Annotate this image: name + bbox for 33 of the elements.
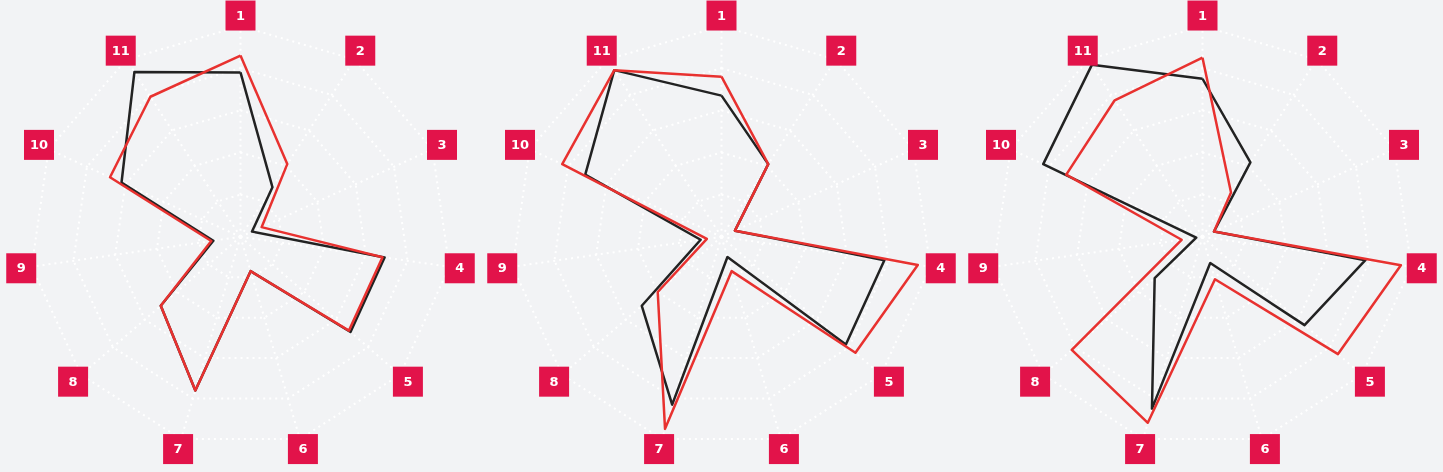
spoke-label: 11 <box>111 42 130 58</box>
spoke-label: 10 <box>29 136 49 152</box>
spoke-label: 4 <box>936 260 946 276</box>
spoke-label: 1 <box>235 7 246 23</box>
spoke-label: 4 <box>455 260 465 276</box>
spoke-label: 2 <box>355 42 365 58</box>
spoke-label: 5 <box>403 373 413 389</box>
spoke-label: 7 <box>1135 441 1145 457</box>
spoke-label: 9 <box>978 260 988 276</box>
spoke-label: 10 <box>510 136 530 152</box>
spoke-label: 7 <box>173 441 183 457</box>
spoke-label: 8 <box>1030 373 1040 389</box>
spoke-label: 6 <box>779 441 789 457</box>
spoke-label: 10 <box>991 136 1011 152</box>
spoke-label: 6 <box>1260 441 1270 457</box>
spoke-label: 2 <box>1317 42 1327 58</box>
spoke-label: 6 <box>298 441 308 457</box>
spoke-label: 9 <box>16 260 26 276</box>
spoke-label: 3 <box>1399 136 1409 152</box>
spoke-label: 7 <box>654 441 664 457</box>
spoke-label: 5 <box>1365 373 1375 389</box>
spoke-label: 11 <box>592 42 611 58</box>
spoke-label: 1 <box>716 7 727 23</box>
spoke-label: 5 <box>884 373 894 389</box>
spoke-label: 3 <box>918 136 928 152</box>
spoke-label: 4 <box>1417 260 1427 276</box>
spoke-label: 8 <box>549 373 559 389</box>
spoke-label: 1 <box>1197 7 1208 23</box>
spoke-label: 3 <box>437 136 447 152</box>
spoke-label: 8 <box>68 373 78 389</box>
spoke-label: 2 <box>836 42 846 58</box>
spoke-label: 9 <box>497 260 507 276</box>
spoke-label: 11 <box>1073 42 1092 58</box>
